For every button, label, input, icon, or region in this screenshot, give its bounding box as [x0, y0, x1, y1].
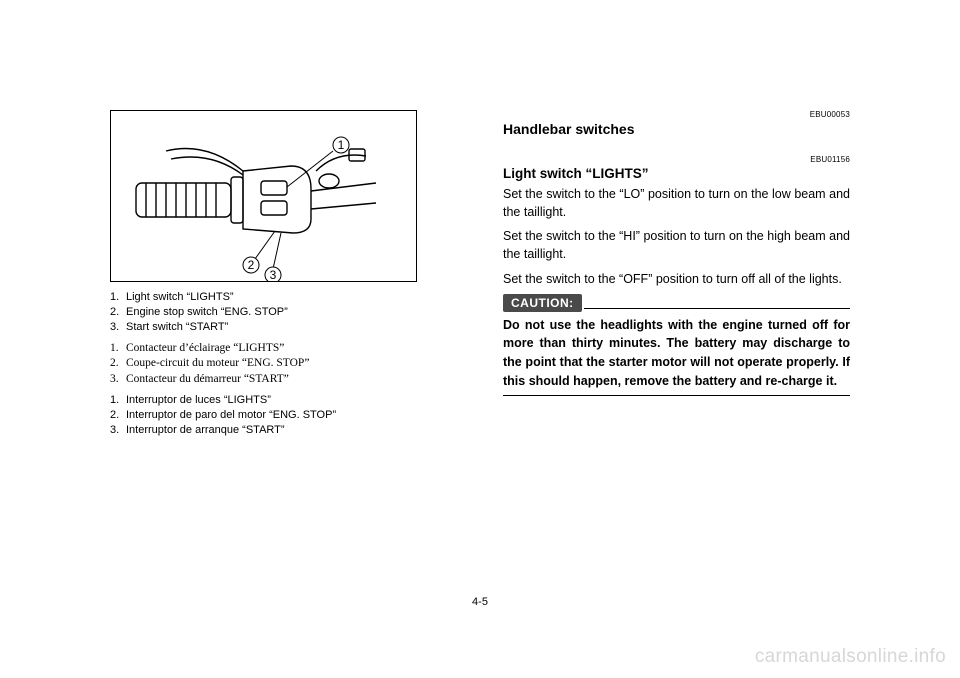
callout-2: 2 [248, 258, 255, 272]
left-column: 1 2 3 1. Light switch “LIGHTS” 2. Engine… [110, 110, 455, 444]
section-heading: Handlebar switches [503, 121, 850, 137]
legend-txt: Contacteur d’éclairage “LIGHTS” [126, 341, 455, 357]
legend-row: 3. Contacteur du démarreur “START” [110, 372, 455, 388]
legend-num: 2. [110, 408, 126, 423]
legend-row: 3. Interruptor de arranque “START” [110, 423, 455, 438]
manual-page: 1 2 3 1. Light switch “LIGHTS” 2. Engine… [110, 60, 850, 620]
legend-num: 3. [110, 423, 126, 438]
legend-txt: Start switch “START” [126, 320, 455, 335]
legend-es: 1. Interruptor de luces “LIGHTS” 2. Inte… [110, 393, 455, 438]
body-para: Set the switch to the “HI” position to t… [503, 227, 850, 263]
legend-num: 3. [110, 320, 126, 335]
callout-1: 1 [338, 138, 345, 152]
doc-code: EBU00053 [503, 110, 850, 119]
legend-row: 1. Interruptor de luces “LIGHTS” [110, 393, 455, 408]
legend-txt: Interruptor de luces “LIGHTS” [126, 393, 455, 408]
caution-body: Do not use the headlights with the engin… [503, 316, 850, 391]
legend-row: 2. Engine stop switch “ENG. STOP” [110, 305, 455, 320]
body-para: Set the switch to the “OFF” position to … [503, 270, 850, 288]
sub-heading: Light switch “LIGHTS” [503, 166, 850, 181]
handlebar-illustration: 1 2 3 [111, 111, 416, 281]
handlebar-figure: 1 2 3 [110, 110, 417, 282]
caution-label: CAUTION: [503, 294, 582, 312]
legend-txt: Engine stop switch “ENG. STOP” [126, 305, 455, 320]
doc-code: EBU01156 [503, 155, 850, 164]
legend-row: 3. Start switch “START” [110, 320, 455, 335]
legend-txt: Interruptor de arranque “START” [126, 423, 455, 438]
legend-num: 1. [110, 290, 126, 305]
caution-rule [584, 308, 850, 309]
callout-3: 3 [270, 268, 277, 281]
legend-row: 1. Light switch “LIGHTS” [110, 290, 455, 305]
legend-row: 1. Contacteur d’éclairage “LIGHTS” [110, 341, 455, 357]
legend-num: 3. [110, 372, 126, 388]
legend-num: 1. [110, 393, 126, 408]
legend-txt: Light switch “LIGHTS” [126, 290, 455, 305]
body-para: Set the switch to the “LO” position to t… [503, 185, 850, 221]
page-number: 4-5 [110, 596, 850, 608]
legend-num: 2. [110, 305, 126, 320]
legend-fr: 1. Contacteur d’éclairage “LIGHTS” 2. Co… [110, 341, 455, 388]
legend-txt: Coupe-circuit du moteur “ENG. STOP” [126, 356, 455, 372]
caution-header: CAUTION: [503, 294, 850, 312]
legend-row: 2. Coupe-circuit du moteur “ENG. STOP” [110, 356, 455, 372]
legend-num: 1. [110, 341, 126, 357]
legend-row: 2. Interruptor de paro del motor “ENG. S… [110, 408, 455, 423]
legend-num: 2. [110, 356, 126, 372]
watermark: carmanualsonline.info [755, 646, 946, 668]
end-rule [503, 395, 850, 396]
right-column: EBU00053 Handlebar switches EBU01156 Lig… [503, 110, 850, 396]
legend-txt: Interruptor de paro del motor “ENG. STOP… [126, 408, 455, 423]
legend-en: 1. Light switch “LIGHTS” 2. Engine stop … [110, 290, 455, 335]
legend-txt: Contacteur du démarreur “START” [126, 372, 455, 388]
